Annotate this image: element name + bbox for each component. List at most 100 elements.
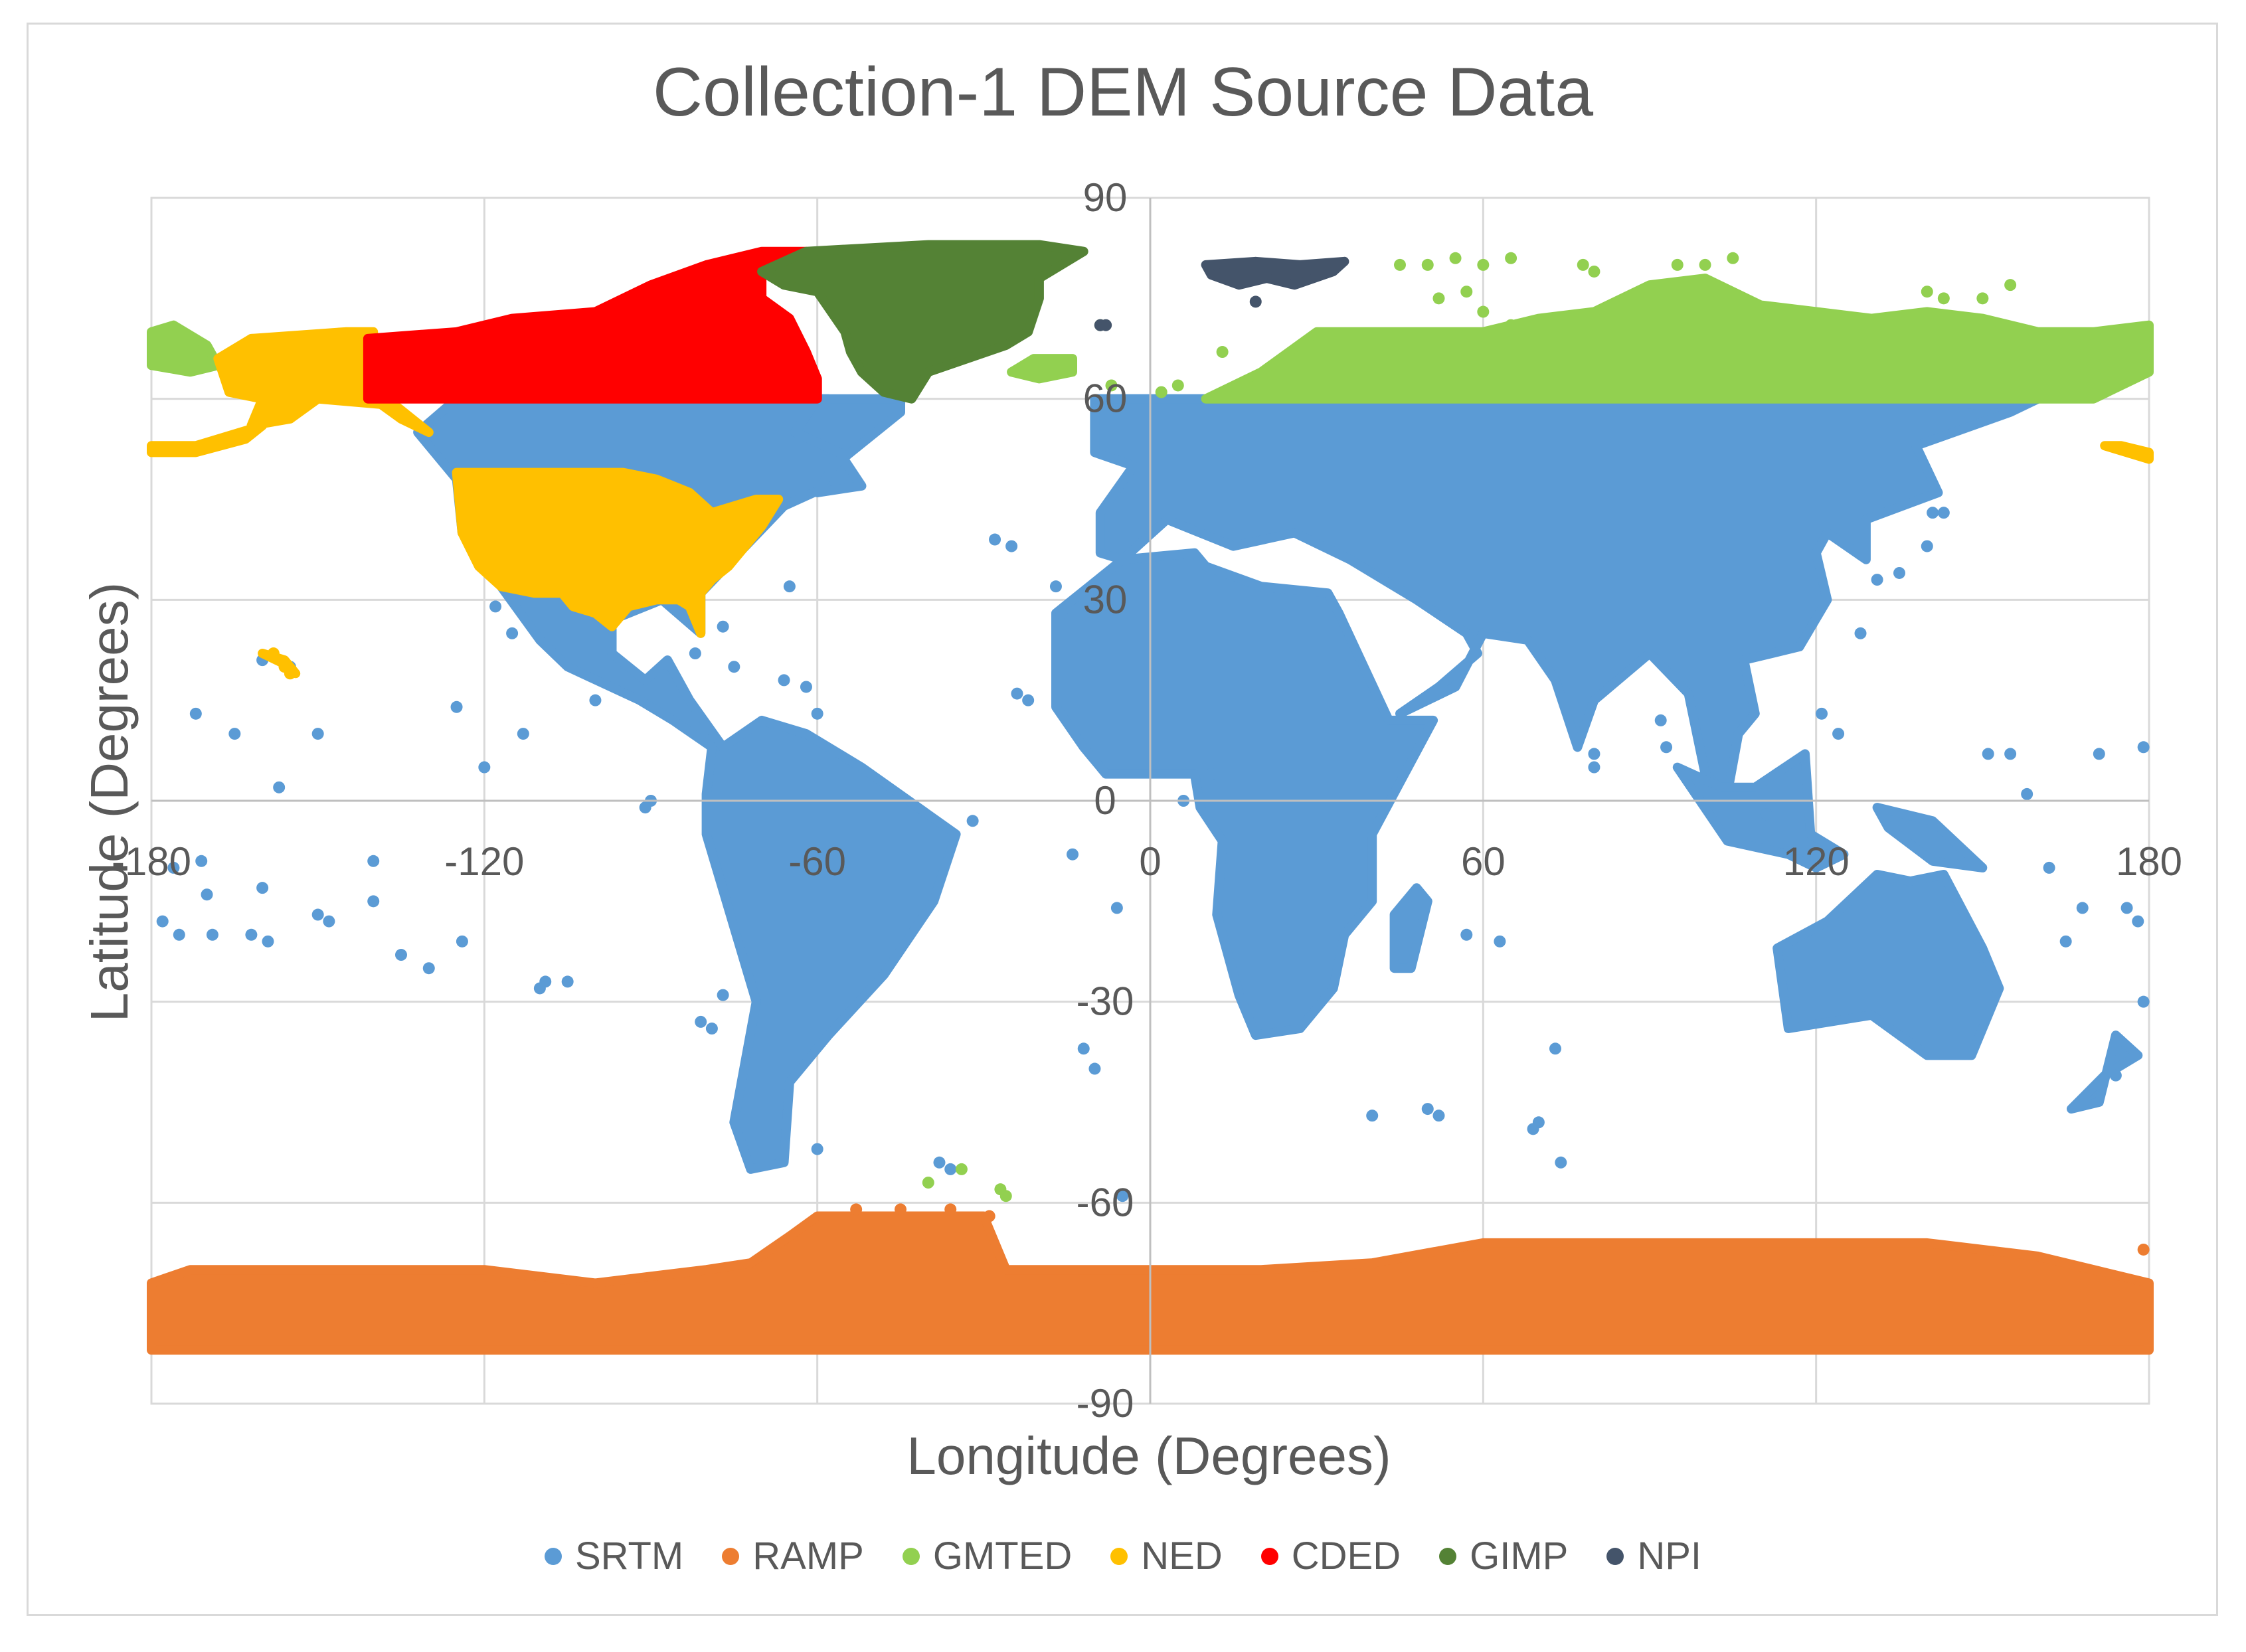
srtm-point bbox=[811, 707, 823, 720]
x-tick-label: 180 bbox=[2116, 839, 2182, 884]
srtm-point bbox=[1421, 1103, 1434, 1115]
ned-region bbox=[2100, 441, 2154, 464]
x-tick-label: 60 bbox=[1461, 839, 1506, 884]
legend-marker bbox=[1110, 1547, 1128, 1565]
srtm-point bbox=[1205, 768, 1217, 780]
srtm-point bbox=[2076, 902, 2089, 914]
legend-marker bbox=[1439, 1547, 1457, 1565]
gmted-point bbox=[1216, 346, 1229, 359]
srtm-point bbox=[778, 674, 790, 687]
srtm-point bbox=[1871, 574, 1883, 586]
srtm-point bbox=[695, 1015, 707, 1028]
srtm-point bbox=[800, 681, 812, 693]
x-tick-label: -60 bbox=[788, 839, 846, 884]
ramp-point bbox=[850, 1203, 863, 1216]
srtm-point bbox=[367, 895, 380, 908]
legend-item-npi: NPI bbox=[1606, 1534, 1701, 1578]
srtm-point bbox=[2137, 995, 2150, 1008]
ned-region bbox=[147, 421, 268, 457]
srtm-point bbox=[933, 1156, 946, 1169]
srtm-point bbox=[1937, 507, 1950, 519]
x-tick-label: 120 bbox=[1783, 839, 1850, 884]
srtm-region bbox=[790, 394, 905, 497]
srtm-point bbox=[2120, 902, 2133, 914]
srtm-point bbox=[195, 855, 208, 867]
srtm-point bbox=[1077, 1042, 1090, 1055]
ned-region bbox=[452, 467, 784, 638]
series-ned bbox=[147, 327, 2154, 680]
legend-item-srtm: SRTM bbox=[544, 1534, 684, 1578]
gmted-point bbox=[1105, 379, 1118, 392]
srtm-point bbox=[206, 928, 218, 941]
gmted-point bbox=[955, 1163, 968, 1175]
gmted-point bbox=[1505, 252, 1517, 264]
ned-point bbox=[278, 661, 291, 673]
gimp-region bbox=[757, 240, 1088, 404]
srtm-point bbox=[1760, 808, 1772, 821]
gmted-region bbox=[1007, 354, 1077, 384]
srtm-point bbox=[705, 1023, 718, 1035]
srtm-region bbox=[1872, 803, 1988, 872]
legend-item-ned: NED bbox=[1110, 1534, 1223, 1578]
y-tick-label: -60 bbox=[1077, 1180, 1134, 1224]
srtm-point bbox=[1022, 694, 1035, 706]
gmted-point bbox=[1171, 379, 1184, 392]
legend-label: CDED bbox=[1291, 1534, 1401, 1578]
srtm-point bbox=[2093, 748, 2105, 760]
legend-marker bbox=[1606, 1547, 1624, 1565]
srtm-point bbox=[811, 1143, 823, 1155]
legend: SRTM RAMP GMTED NED CDED GIMP NPI bbox=[0, 1534, 2246, 1578]
legend-item-ramp: RAMP bbox=[722, 1534, 864, 1578]
srtm-point bbox=[201, 888, 213, 901]
srtm-point bbox=[1116, 1190, 1129, 1202]
y-axis-label: Latitude (Degrees) bbox=[80, 582, 139, 1023]
gmted-point bbox=[1477, 305, 1490, 318]
srtm-point bbox=[689, 647, 701, 660]
srtm-point bbox=[517, 728, 529, 740]
srtm-point bbox=[1893, 566, 1905, 579]
srtm-point bbox=[1921, 540, 1933, 552]
srtm-point bbox=[1588, 748, 1600, 760]
gmted-point bbox=[1477, 258, 1490, 271]
ramp-point bbox=[983, 1210, 995, 1222]
srtm-point bbox=[1654, 714, 1667, 726]
srtm-point bbox=[245, 928, 258, 941]
srtm-point bbox=[1055, 607, 1068, 620]
gmted-point bbox=[1421, 258, 1434, 271]
gmted-point bbox=[1577, 258, 1589, 271]
ramp-point bbox=[944, 1203, 957, 1216]
gmted-point bbox=[1976, 292, 1989, 305]
gmted-region bbox=[1201, 274, 2154, 404]
srtm-point bbox=[478, 761, 491, 774]
srtm-point bbox=[2004, 748, 2017, 760]
srtm-point bbox=[173, 928, 185, 941]
srtm-region bbox=[1772, 870, 2004, 1060]
srtm-point bbox=[1494, 935, 1506, 948]
legend-label: SRTM bbox=[574, 1534, 684, 1578]
npi-region bbox=[1201, 256, 1349, 290]
srtm-point bbox=[489, 600, 502, 613]
srtm-point bbox=[1549, 1042, 1561, 1055]
srtm-point bbox=[1460, 928, 1473, 941]
series-cded bbox=[363, 246, 822, 404]
legend-label: NED bbox=[1141, 1534, 1223, 1578]
y-tick-label: 0 bbox=[1094, 778, 1116, 823]
gmted-point bbox=[1921, 286, 1933, 298]
srtm-point bbox=[167, 861, 180, 874]
srtm-point bbox=[728, 661, 740, 673]
gmted-point bbox=[1505, 319, 1517, 331]
srtm-point bbox=[561, 975, 574, 988]
y-tick-label: -30 bbox=[1077, 979, 1134, 1024]
srtm-point bbox=[228, 728, 241, 740]
srtm-point bbox=[1011, 687, 1023, 700]
series-npi bbox=[1094, 256, 1349, 331]
y-tick-label: 90 bbox=[1083, 175, 1128, 220]
series-gmted bbox=[147, 252, 2154, 1202]
srtm-point bbox=[1660, 741, 1673, 754]
srtm-point bbox=[533, 982, 546, 995]
srtm-region bbox=[1672, 749, 1849, 872]
gmted-point bbox=[1432, 292, 1445, 305]
srtm-region bbox=[2067, 1031, 2143, 1114]
legend-item-gmted: GMTED bbox=[902, 1534, 1072, 1578]
srtm-point bbox=[2021, 787, 2033, 800]
